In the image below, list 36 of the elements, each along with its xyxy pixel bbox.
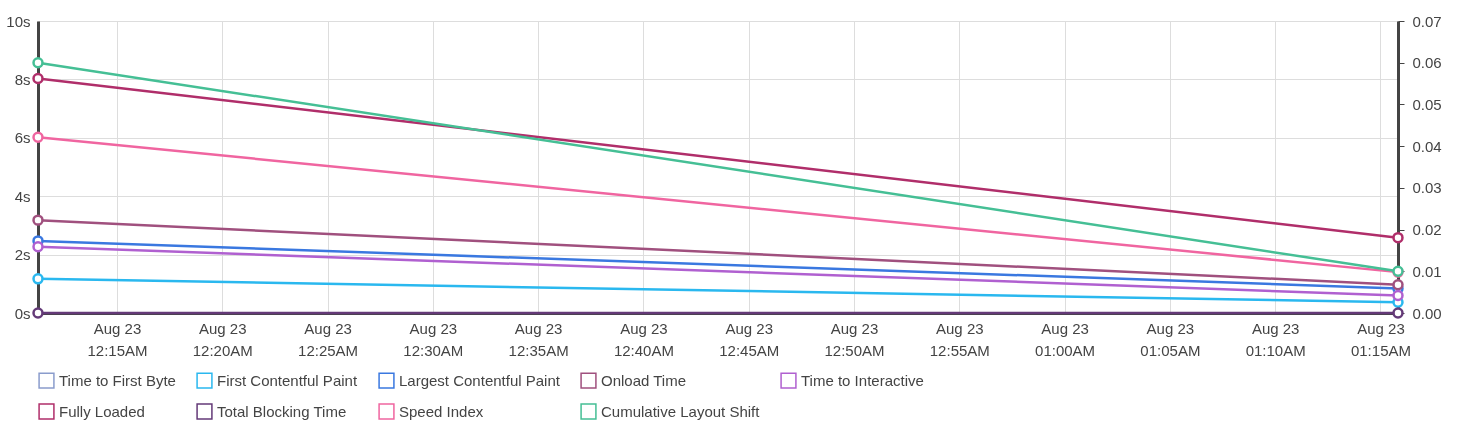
x-tick-label: Aug 23 12:50AM bbox=[824, 319, 885, 359]
legend-label: Time to Interactive bbox=[801, 371, 924, 389]
y-tick-label: 10s bbox=[6, 12, 31, 30]
y2-tick-label: 0.06 bbox=[1412, 54, 1442, 72]
x-tick-label: Aug 23 12:20AM bbox=[192, 319, 253, 359]
x-tick-label: Aug 23 01:00AM bbox=[1035, 319, 1096, 359]
legend-label: Cumulative Layout Shift bbox=[601, 402, 761, 420]
y-tick-label: 2s bbox=[14, 246, 31, 264]
y-tick-label: 6s bbox=[14, 129, 31, 147]
y2-tick-label: 0.05 bbox=[1412, 95, 1442, 113]
y2-tick-label: 0.03 bbox=[1412, 179, 1442, 197]
x-tick-label: Aug 23 12:40AM bbox=[613, 319, 674, 359]
x-tick-label: Aug 23 12:30AM bbox=[403, 319, 464, 359]
legend-label: Onload Time bbox=[601, 371, 687, 389]
y-tick-label: 4s bbox=[14, 187, 31, 205]
x-tick-label: Aug 23 12:35AM bbox=[508, 319, 569, 359]
x-tick-label: Aug 23 01:10AM bbox=[1245, 319, 1306, 359]
legend-label: First Contentful Paint bbox=[217, 371, 358, 389]
legend-label: Total Blocking Time bbox=[217, 402, 347, 420]
legend-label: Largest Contentful Paint bbox=[399, 371, 561, 389]
legend-label: Speed Index bbox=[399, 402, 484, 420]
x-tick-label: Aug 23 12:15AM bbox=[87, 319, 148, 359]
y2-tick-label: 0.02 bbox=[1412, 221, 1442, 239]
y-tick-label: 8s bbox=[14, 70, 31, 88]
y2-tick-label: 0.01 bbox=[1412, 262, 1442, 280]
x-tick-label: Aug 23 12:25AM bbox=[298, 319, 359, 359]
x-tick-label: Aug 23 12:45AM bbox=[719, 319, 780, 359]
legend-label: Time to First Byte bbox=[59, 371, 176, 389]
y-tick-label: 0s bbox=[14, 304, 31, 322]
legend-label: Fully Loaded bbox=[59, 402, 145, 420]
x-tick-label: Aug 23 01:15AM bbox=[1350, 319, 1411, 359]
x-tick-label: Aug 23 12:55AM bbox=[929, 319, 990, 359]
y2-tick-label: 0.00 bbox=[1412, 304, 1442, 322]
x-tick-label: Aug 23 01:05AM bbox=[1140, 319, 1201, 359]
y2-tick-label: 0.07 bbox=[1412, 12, 1442, 30]
y2-tick-label: 0.04 bbox=[1412, 137, 1442, 155]
